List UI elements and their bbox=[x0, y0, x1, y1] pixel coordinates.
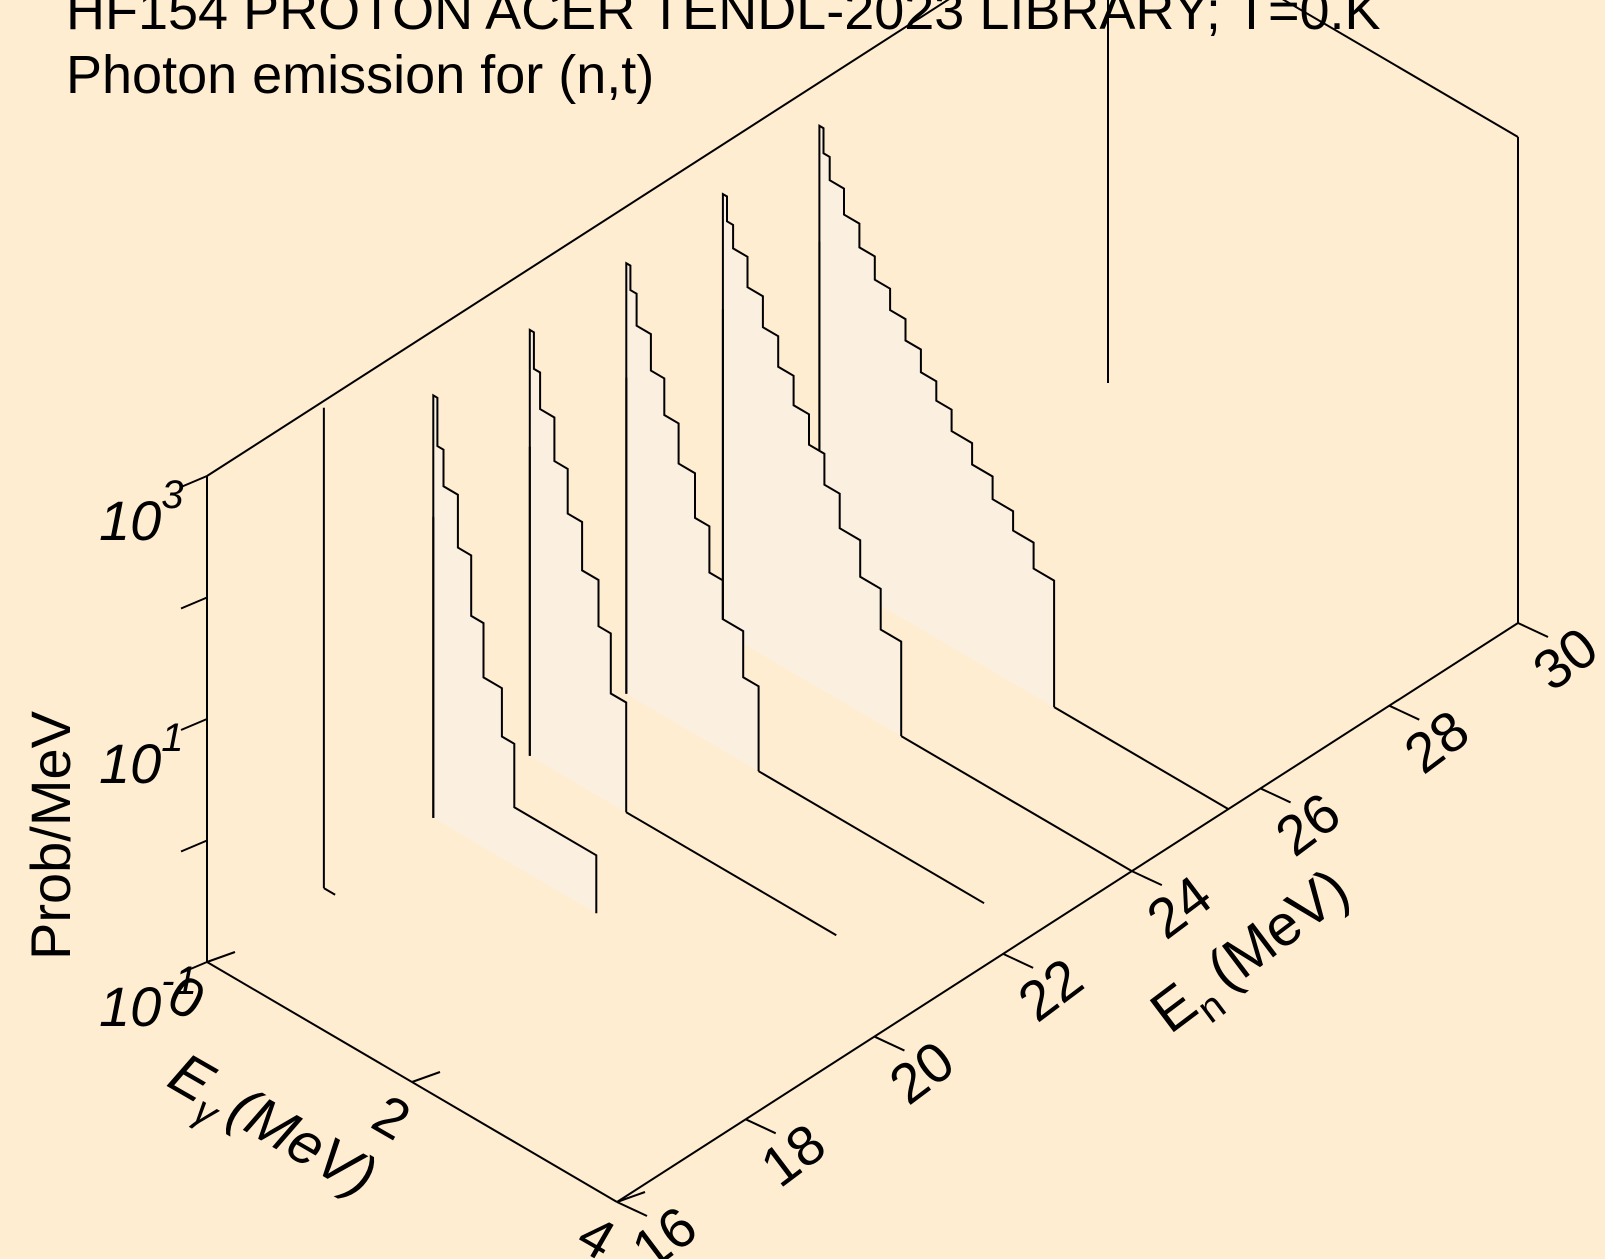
z-tick bbox=[180, 596, 208, 610]
y-tick-label: 26 bbox=[1264, 780, 1352, 868]
spectrum-22.5 bbox=[625, 261, 985, 905]
z-tick-exp: -1 bbox=[161, 959, 197, 1003]
y-tick bbox=[1002, 952, 1034, 969]
spectrum-fill bbox=[626, 263, 759, 772]
z-tick bbox=[180, 718, 208, 731]
y-tick-label: 16 bbox=[620, 1194, 708, 1259]
z-tick bbox=[180, 839, 208, 853]
x-tick-label: 4 bbox=[568, 1202, 626, 1259]
spectrum-histogram bbox=[528, 328, 628, 813]
spectrum-19.5 bbox=[432, 393, 598, 914]
spectra-group bbox=[322, 124, 1229, 937]
y-tick bbox=[1131, 870, 1163, 887]
x-axis-title: Eγ(MeV) bbox=[153, 1040, 388, 1220]
z-tick-label: 101 bbox=[99, 716, 184, 795]
z-tick bbox=[180, 961, 208, 974]
y-tick bbox=[616, 1201, 648, 1217]
spectrum-baseline bbox=[900, 735, 1133, 873]
z-tick-exp: 1 bbox=[161, 716, 183, 760]
spectrum-baseline bbox=[758, 770, 985, 905]
chart-title: HF154 PROTON ACER TENDL-2023 LIBRARY; T=… bbox=[66, 0, 1381, 41]
spectrum-25.5 bbox=[818, 124, 1229, 810]
z-tick-base: 10 bbox=[99, 732, 161, 795]
y-tick-label: 28 bbox=[1393, 697, 1481, 785]
spectrum-fill bbox=[433, 395, 597, 914]
y-tick bbox=[1517, 622, 1549, 638]
spectrum-histogram bbox=[721, 192, 903, 737]
spectrum-24 bbox=[721, 192, 1133, 873]
back-right-top-edge bbox=[1281, 0, 1519, 138]
z-tick-base: 10 bbox=[99, 975, 161, 1038]
spectrum-histogram bbox=[432, 393, 598, 914]
z-tick bbox=[180, 475, 208, 488]
spectrum-baseline bbox=[1053, 706, 1229, 810]
spectrum-histogram bbox=[625, 261, 760, 772]
x-tick bbox=[411, 1071, 441, 1083]
x-tick bbox=[616, 1191, 646, 1203]
back-top-edge bbox=[206, 0, 950, 477]
y-tick bbox=[1388, 704, 1420, 721]
y-tick-label: 20 bbox=[878, 1028, 966, 1116]
y-tick bbox=[1260, 787, 1291, 804]
spectrum-histogram bbox=[818, 124, 1056, 708]
spectrum-fill bbox=[819, 125, 1055, 708]
z-tick-exp: 3 bbox=[161, 473, 183, 517]
y-tick bbox=[874, 1035, 905, 1052]
spectrum-fill bbox=[529, 329, 627, 813]
axis-ticks bbox=[180, 475, 1549, 1217]
y-axis-line bbox=[616, 622, 1519, 1203]
y-tick-label: 30 bbox=[1521, 615, 1605, 703]
spectrum-baseline bbox=[625, 811, 837, 937]
z-tick-label: 10-1 bbox=[99, 959, 197, 1038]
x-tick-label: 2 bbox=[363, 1082, 421, 1152]
chart-subtitle: Photon emission for (n,t) bbox=[66, 45, 655, 105]
y-tick-label: 18 bbox=[749, 1111, 837, 1199]
spectrum-fill bbox=[722, 194, 902, 737]
x-axis-title-unit: (MeV) bbox=[218, 1074, 387, 1209]
y-tick-label: 24 bbox=[1135, 863, 1223, 951]
y-tick-label: 22 bbox=[1006, 946, 1094, 1034]
y-axis-title-unit: (MeV) bbox=[1195, 856, 1360, 1003]
z-tick-label: 103 bbox=[99, 473, 184, 552]
y-tick bbox=[745, 1118, 777, 1135]
z-tick-base: 10 bbox=[99, 489, 161, 552]
x-tick bbox=[206, 951, 236, 963]
z-axis-title: Prob/MeV bbox=[19, 710, 82, 960]
isolated-line-base bbox=[323, 887, 336, 896]
spectrum-21 bbox=[528, 328, 837, 937]
